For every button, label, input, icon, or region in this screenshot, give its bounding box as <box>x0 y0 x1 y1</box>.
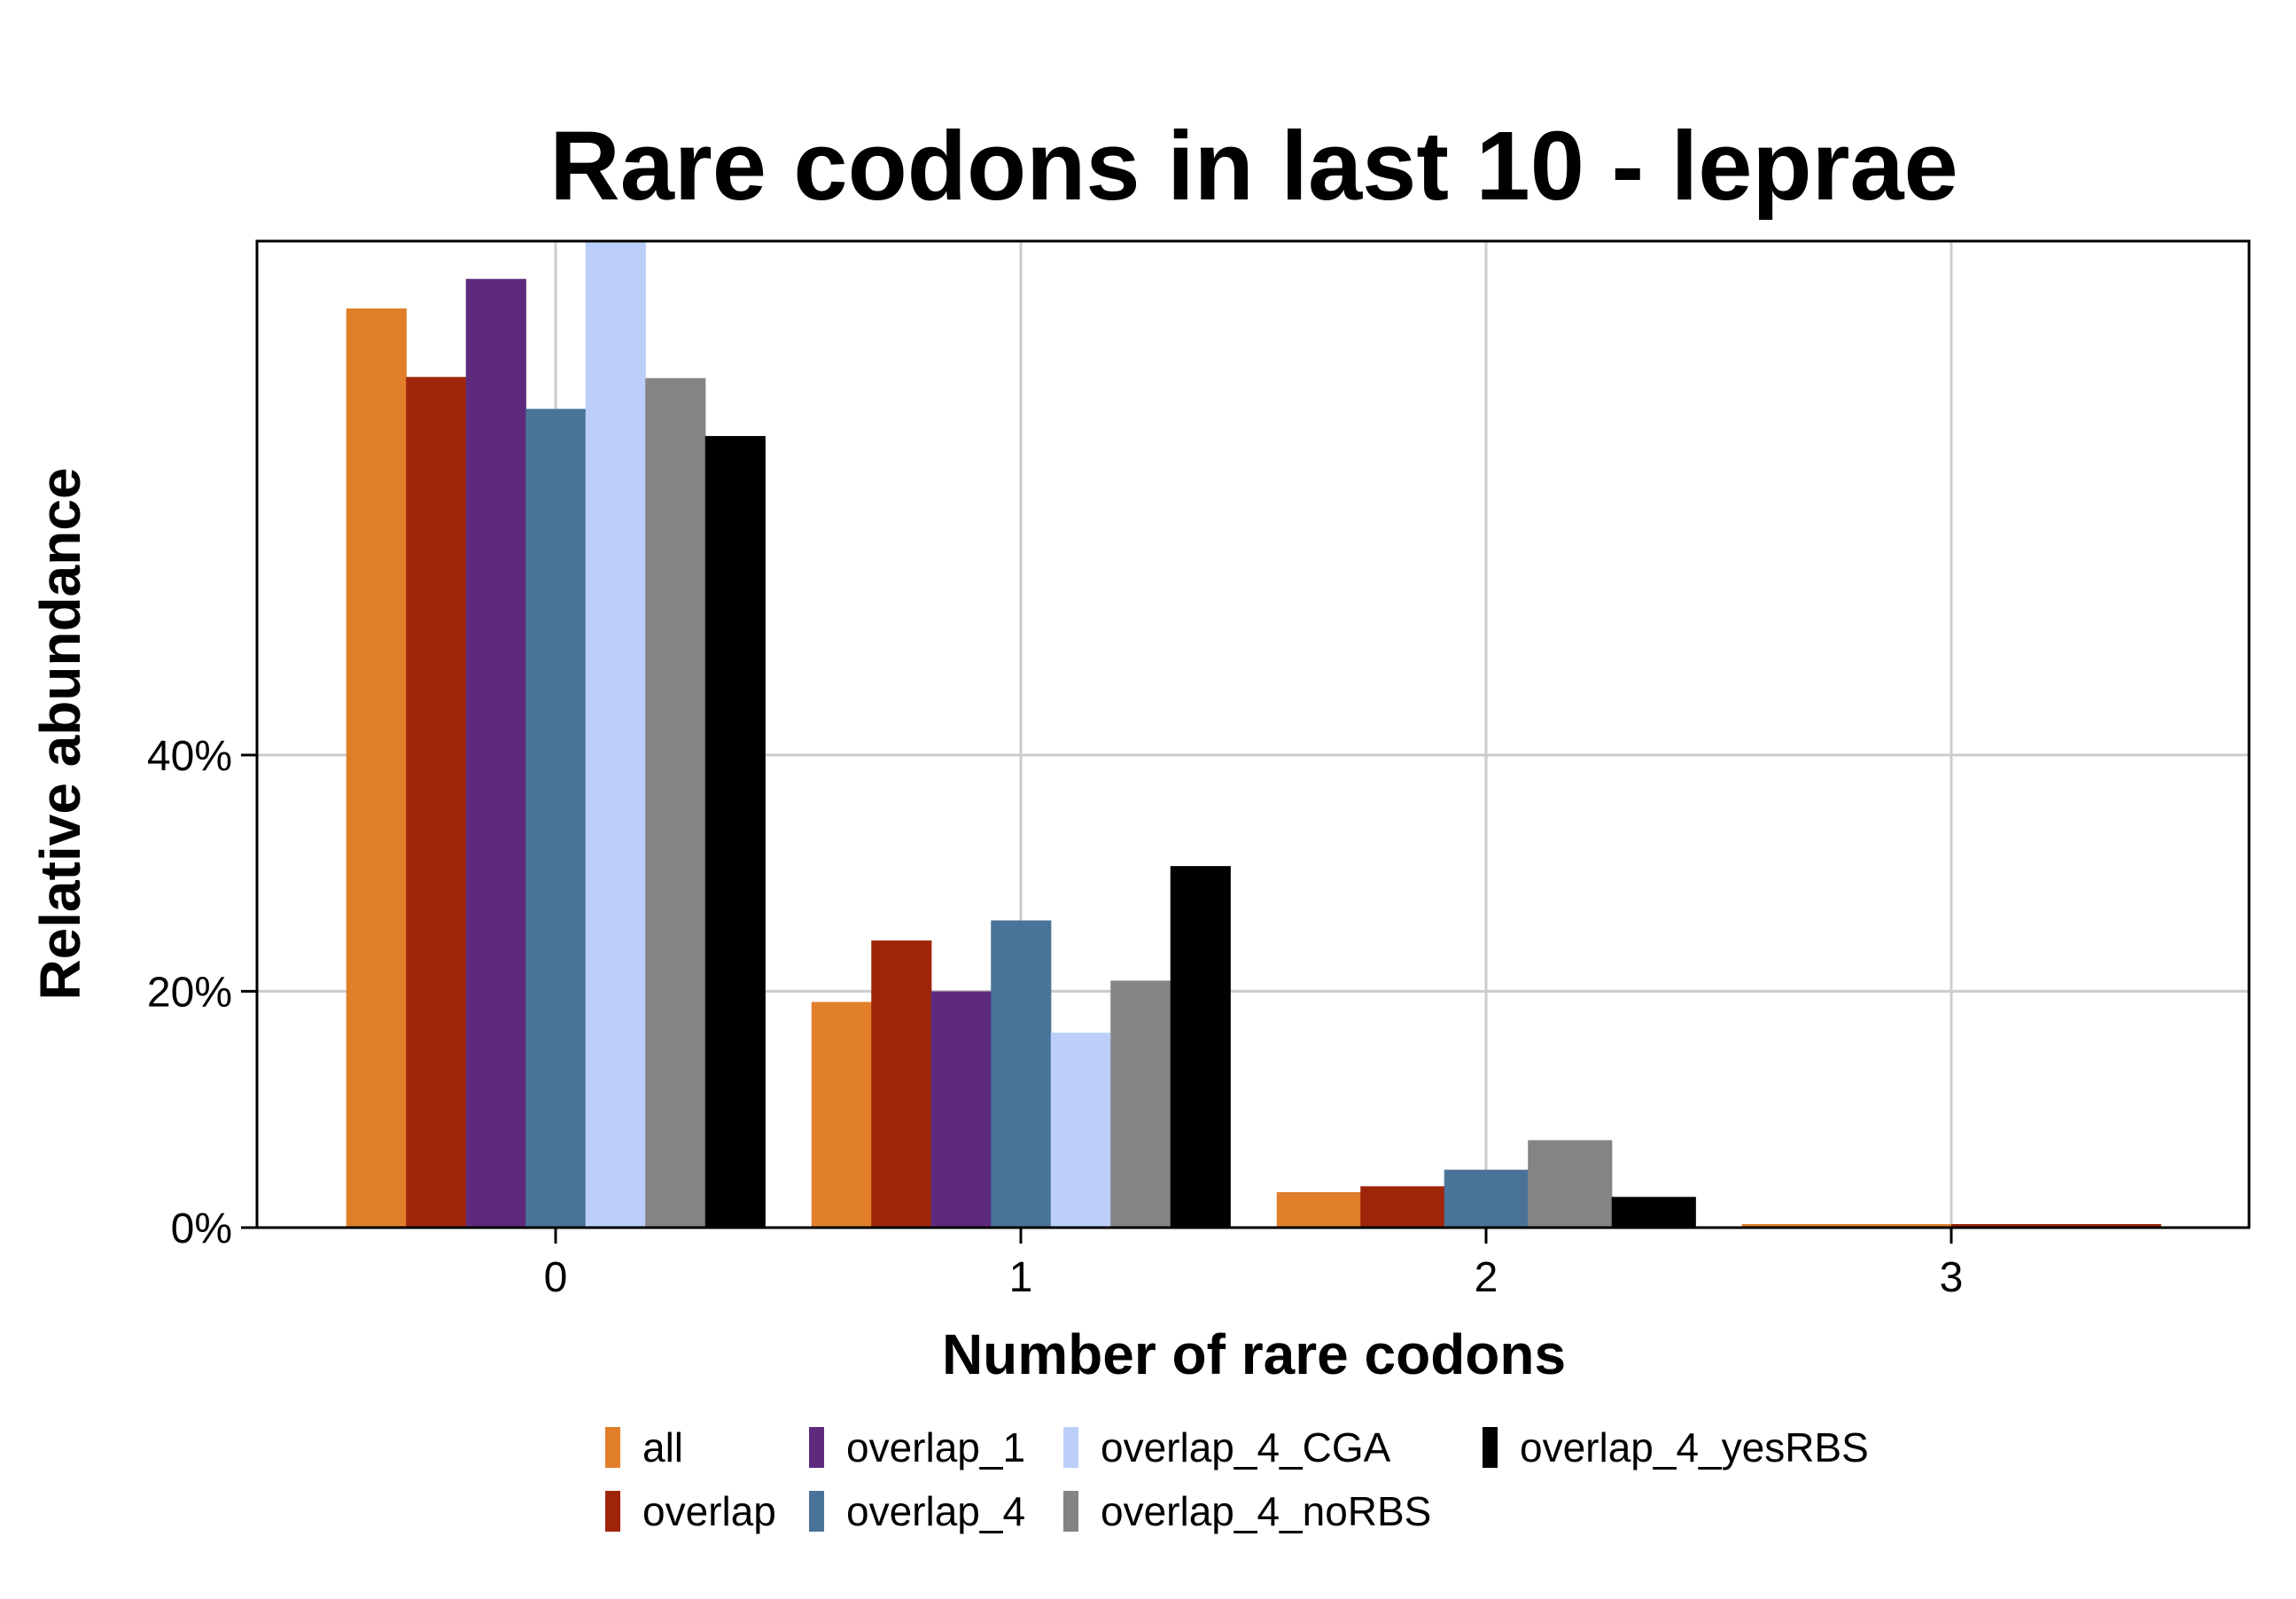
legend-item-overlap_4_yesRBS: overlap_4_yesRBS <box>1483 1424 1869 1470</box>
bar-overlap_1-0 <box>465 278 526 1228</box>
y-tick-label: 20% <box>147 969 232 1016</box>
plot-frame <box>255 239 2251 1229</box>
legend-swatch <box>605 1427 620 1468</box>
bar-overlap_4_noRBS-2 <box>1528 1140 1613 1228</box>
legend-item-overlap_1: overlap_1 <box>809 1424 1025 1470</box>
bar-overlap-2 <box>1360 1186 1445 1228</box>
legend-label: all <box>642 1424 683 1470</box>
legend-label: overlap_4 <box>846 1488 1025 1534</box>
x-tick-label: 0 <box>544 1254 568 1301</box>
y-tick-label: 40% <box>147 733 232 780</box>
bar-overlap-3 <box>1951 1224 2161 1228</box>
x-tick-label: 2 <box>1475 1254 1498 1301</box>
bar-overlap_4_CGA-1 <box>1050 1033 1111 1228</box>
bar-all-3 <box>1741 1224 1952 1228</box>
bar-overlap_4_CGA-0 <box>585 241 646 1228</box>
gridlines <box>257 241 2249 1228</box>
bar-all-0 <box>346 308 407 1228</box>
bar-all-1 <box>811 1002 872 1228</box>
x-axis-ticks: 0 1 2 3 <box>544 1228 1964 1301</box>
legend-swatch <box>809 1427 824 1468</box>
bar-overlap_4_yesRBS-0 <box>704 435 766 1228</box>
legend-item-overlap_4_CGA: overlap_4_CGA <box>1063 1424 1391 1470</box>
x-axis-label: Number of rare codons <box>942 1322 1566 1386</box>
y-axis-label: Relative abundance <box>28 467 92 1000</box>
bar-overlap_4_yesRBS-2 <box>1611 1197 1696 1228</box>
y-tick-label: 0% <box>171 1205 232 1252</box>
bar-overlap_4_noRBS-0 <box>645 378 706 1228</box>
bar-overlap-0 <box>406 377 467 1228</box>
legend: all overlap overlap_1 overlap_4 overlap_4_CG… <box>605 1424 1869 1534</box>
legend-item-overlap_4_noRBS: overlap_4_noRBS <box>1063 1488 1431 1534</box>
legend-swatch <box>605 1491 620 1532</box>
x-tick-label: 3 <box>1940 1254 1964 1301</box>
legend-swatch <box>1063 1427 1078 1468</box>
legend-label: overlap_4_yesRBS <box>1520 1424 1869 1470</box>
legend-item-overlap: overlap <box>605 1488 776 1534</box>
bars <box>346 241 2161 1228</box>
bar-overlap_4-2 <box>1444 1169 1529 1228</box>
x-tick-label: 1 <box>1009 1254 1033 1301</box>
bar-overlap-1 <box>871 940 932 1228</box>
bar-overlap_4-1 <box>991 920 1052 1228</box>
legend-item-all: all <box>605 1424 683 1470</box>
legend-swatch <box>809 1491 824 1532</box>
legend-label: overlap <box>642 1488 776 1534</box>
legend-item-overlap_4: overlap_4 <box>809 1488 1025 1534</box>
legend-swatch <box>1063 1491 1078 1532</box>
legend-label: overlap_1 <box>846 1424 1025 1470</box>
bar-all-2 <box>1276 1192 1361 1228</box>
legend-swatch <box>1483 1427 1498 1468</box>
bar-overlap_4-0 <box>525 409 587 1228</box>
y-axis-ticks: 0% 20% 40% <box>147 733 257 1252</box>
bar-overlap_1-1 <box>930 991 992 1228</box>
legend-label: overlap_4_CGA <box>1101 1424 1391 1470</box>
bar-overlap_4_noRBS-1 <box>1110 980 1171 1228</box>
legend-label: overlap_4_noRBS <box>1101 1488 1431 1534</box>
bar-overlap_4_yesRBS-1 <box>1170 866 1231 1228</box>
chart-title: Rare codons in last 10 - leprae <box>549 112 1957 221</box>
